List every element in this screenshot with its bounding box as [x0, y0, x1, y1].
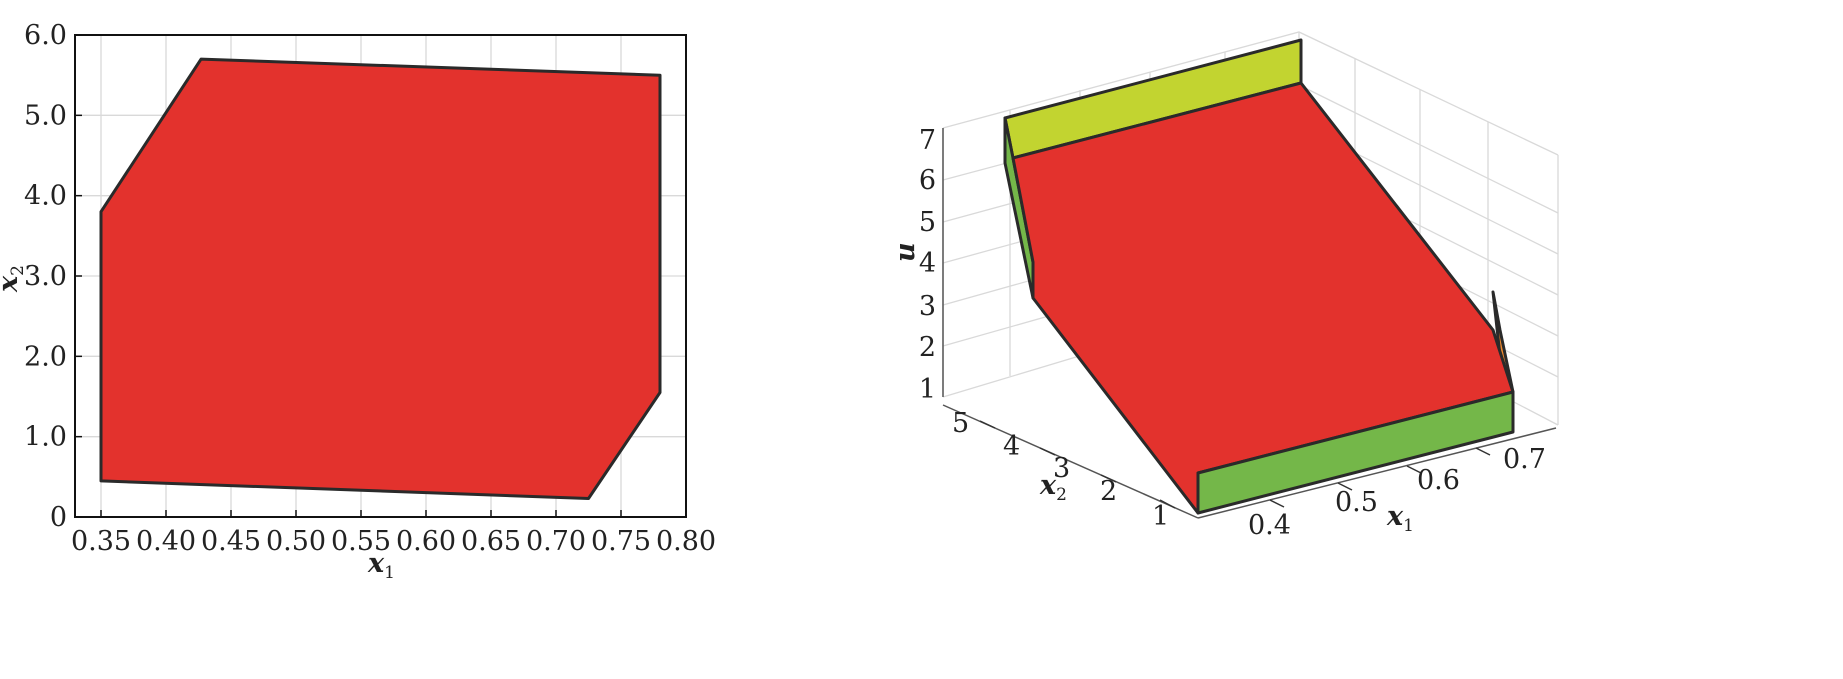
x2-tick-label: 4	[1003, 431, 1020, 462]
x1-tick-label: 0.4	[1248, 510, 1291, 541]
z-tick-label: 6	[919, 165, 936, 196]
x2-tick-mark	[1100, 474, 1117, 483]
x2-axis: 1 2 3 4 5 x2	[942, 404, 1199, 532]
x-tick-label: 0.50	[266, 526, 326, 557]
feasible-region	[99, 57, 662, 500]
x-tick-label: 0.60	[396, 526, 456, 557]
x2-tick-label: 3	[1053, 453, 1070, 484]
x-tick-label: 0.55	[331, 526, 391, 557]
y-tick-label: 2.0	[24, 341, 67, 372]
x-tick-label: 0.75	[591, 526, 651, 557]
y-tick-label: 5.0	[24, 100, 67, 131]
z-tick-label: 1	[919, 374, 936, 405]
z-tick-label: 7	[919, 125, 936, 156]
x-tick-label: 0.45	[201, 526, 261, 557]
x2-tick-label: 1	[1152, 501, 1169, 532]
z-tick-label: 4	[919, 248, 936, 279]
x1-tick-mark	[1337, 482, 1353, 491]
x2-tick-label: 2	[1100, 476, 1117, 507]
x1-tick-label: 0.7	[1503, 444, 1546, 475]
x-ticks: 0.35 0.40 0.45 0.50 0.55 0.60 0.65 0.70 0.75 0.80	[71, 510, 716, 557]
x-tick-label: 0.35	[71, 526, 131, 557]
z-tick-label: 5	[919, 207, 936, 238]
z-tick-label: 3	[919, 291, 936, 322]
x2-tick-label: 5	[952, 408, 969, 439]
y-ticks: 0 1.0 2.0 3.0 4.0 5.0 6.0	[24, 20, 82, 533]
y-tick-label: 6.0	[24, 20, 67, 51]
chart-3d: 1 2 3 4 5 6 7 u 1 2 3 4 5 x2	[890, 31, 1559, 541]
x1-tick-label: 0.5	[1335, 487, 1378, 518]
x2-tick-mark	[1039, 447, 1056, 456]
x-tick-label: 0.70	[526, 526, 586, 557]
x1-axis-line	[1197, 427, 1557, 519]
chart-2d: 0.35 0.40 0.45 0.50 0.55 0.60 0.65 0.70 0.75 0.80…	[0, 20, 716, 583]
z-axis: 1 2 3 4 5 6 7 u	[890, 125, 944, 405]
x1-axis-label: x1	[1386, 501, 1414, 536]
y-tick-label: 3.0	[24, 261, 67, 292]
z-tick-label: 2	[919, 332, 936, 363]
z-axis-label: u	[890, 242, 921, 262]
y-tick-label: 1.0	[24, 422, 67, 453]
x2-axis-label: x2	[1039, 470, 1067, 505]
x-tick-label: 0.40	[136, 526, 196, 557]
x1-tick-mark	[1269, 499, 1285, 508]
x-axis-label: x1	[367, 548, 395, 583]
x-tick-label: 0.80	[656, 526, 716, 557]
x1-tick-label: 0.6	[1417, 465, 1460, 496]
y-axis-label: x2	[0, 265, 28, 293]
x1-tick-mark	[1406, 465, 1422, 474]
x2-tick-mark	[979, 420, 996, 429]
x-tick-label: 0.65	[461, 526, 521, 557]
y-tick-label: 4.0	[24, 181, 67, 212]
x2-tick-mark	[1159, 499, 1176, 509]
y-tick-label: 0	[50, 502, 67, 533]
x1-tick-mark	[1475, 447, 1491, 456]
x1-axis: 0.4 0.5 0.6 0.7 x1	[1197, 427, 1557, 541]
near-wall-face	[1196, 390, 1515, 515]
